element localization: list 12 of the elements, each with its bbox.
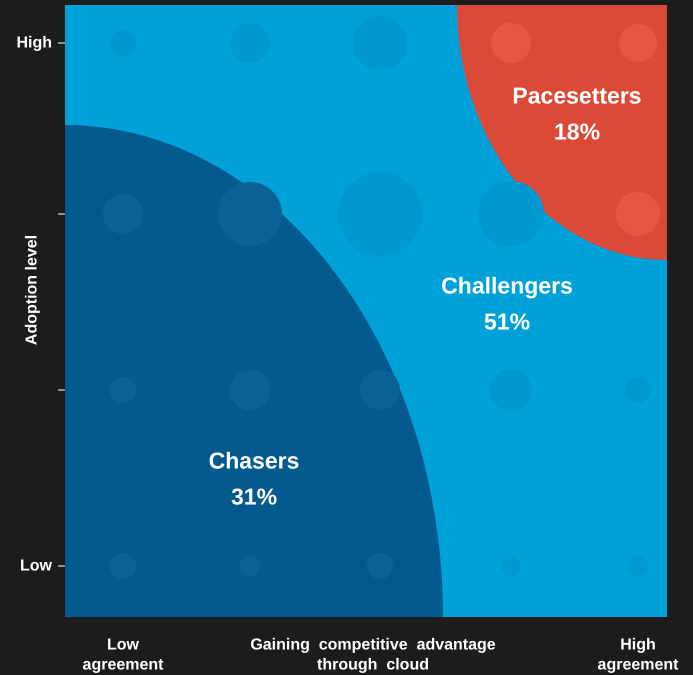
text: Low — [20, 557, 53, 574]
data-label: 51% — [484, 308, 530, 334]
category-label: Pacesetters — [512, 82, 642, 108]
text: High agreement — [598, 636, 680, 674]
category-label: Chasers — [208, 447, 300, 474]
text: Gaining competitive advantage through cloud — [250, 636, 496, 674]
data-label: 31% — [230, 483, 278, 510]
text: Adoption level — [23, 234, 40, 346]
text: Low agreement — [82, 636, 164, 674]
data-label: 18% — [554, 118, 600, 144]
text: High — [16, 34, 52, 52]
category-label: Challengers — [441, 272, 573, 298]
